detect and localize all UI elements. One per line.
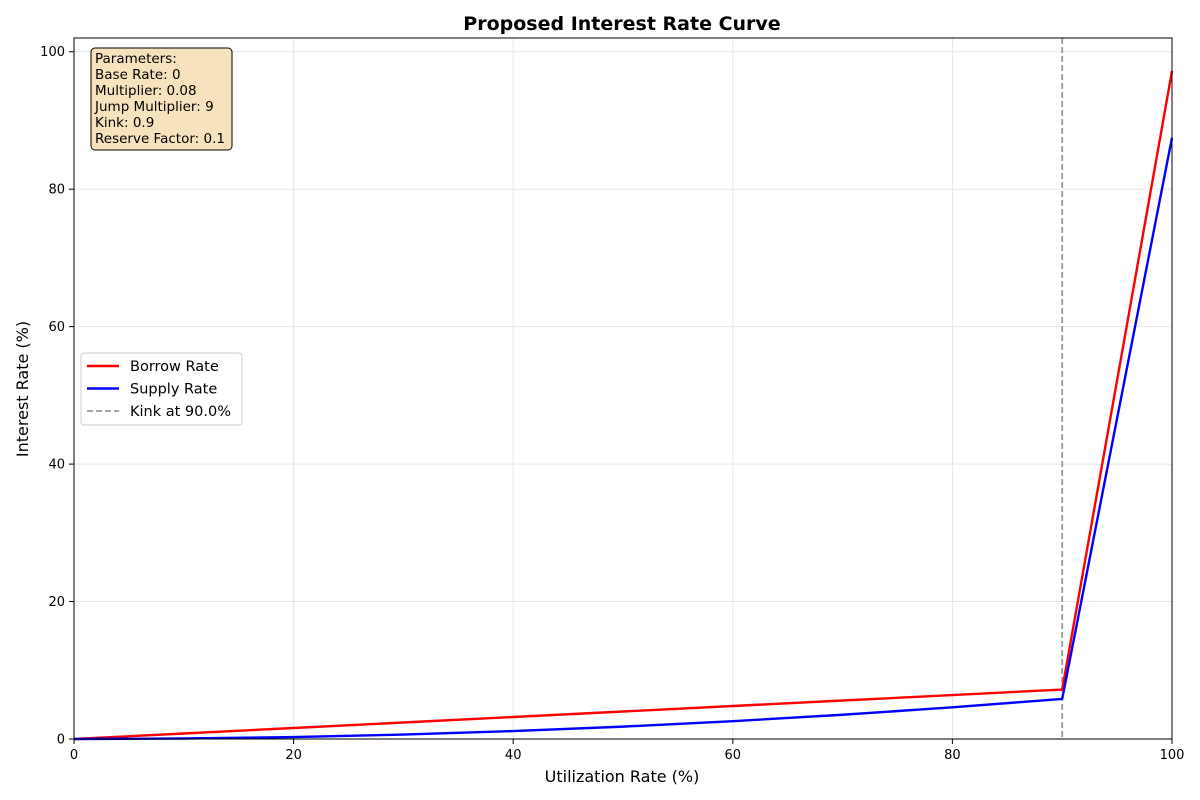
x-tick-label: 20 (285, 748, 302, 763)
y-tick-label: 80 (48, 183, 65, 198)
axis-ticks: 0 20 40 60 80 100 0 20 40 60 80 100 (40, 45, 1184, 763)
legend-label: Borrow Rate (130, 359, 219, 375)
legend-item-borrow-rate: Borrow Rate (87, 359, 219, 375)
x-tick-label: 80 (944, 748, 961, 763)
supply-rate-line (73, 137, 1174, 741)
parameter-line: Multiplier: 0.08 (95, 83, 197, 99)
y-tick-label: 60 (48, 320, 65, 335)
y-tick-label: 20 (48, 595, 65, 610)
x-tick-label: 100 (1160, 748, 1185, 763)
x-tick-label: 60 (725, 748, 742, 763)
legend-item-supply-rate: Supply Rate (87, 382, 217, 398)
legend-label: Supply Rate (130, 382, 217, 398)
x-axis-label: Utilization Rate (%) (545, 767, 700, 786)
series-lines (73, 70, 1174, 741)
parameter-line: Parameters: (95, 51, 177, 67)
legend-frame (80, 352, 243, 426)
legend: Borrow Rate Supply Rate Kink at 90.0% (80, 352, 243, 426)
parameter-line: Jump Multiplier: 9 (94, 99, 214, 115)
borrow-rate-line (73, 70, 1174, 741)
legend-label: Kink at 90.0% (130, 404, 231, 420)
parameters-box-background (90, 47, 233, 151)
chart-title: Proposed Interest Rate Curve (463, 13, 780, 35)
plot-area-frame (73, 37, 1173, 740)
parameter-line: Base Rate: 0 (95, 67, 181, 83)
y-tick-label: 0 (57, 733, 65, 748)
y-tick-label: 100 (40, 45, 65, 60)
x-tick-label: 0 (70, 748, 78, 763)
x-tick-label: 40 (505, 748, 522, 763)
parameter-line: Reserve Factor: 0.1 (95, 131, 225, 147)
parameter-line: Kink: 0.9 (95, 115, 154, 131)
legend-item-kink: Kink at 90.0% (87, 404, 231, 420)
y-tick-label: 40 (48, 458, 65, 473)
y-axis-label: Interest Rate (%) (13, 321, 32, 457)
